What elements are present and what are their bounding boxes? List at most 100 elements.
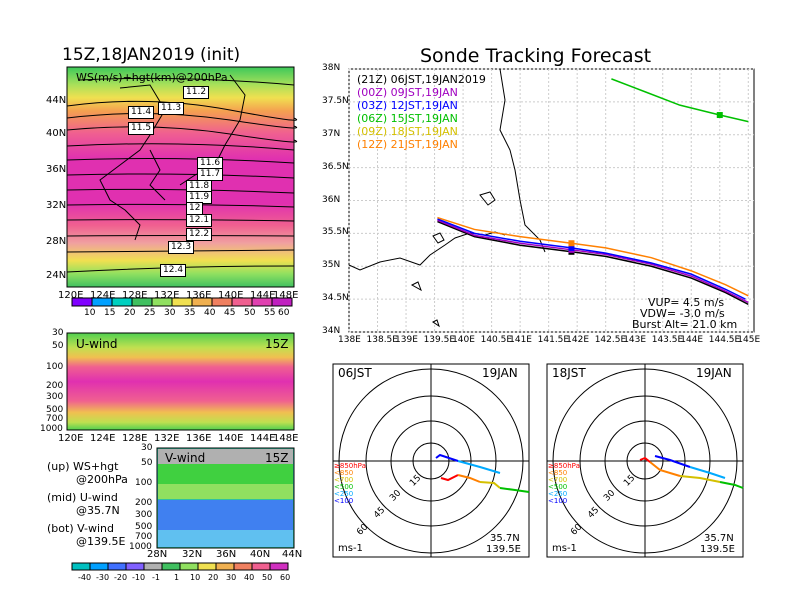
- uwind-x-tick: 120E: [58, 433, 84, 444]
- uwind-section: [66, 332, 295, 431]
- contour-label: 12.1: [186, 214, 213, 227]
- track-series-line: [437, 219, 749, 304]
- vwind-section: [156, 447, 295, 549]
- colorbar-tick: 20: [208, 573, 219, 582]
- vwind-x-tick: 32N: [182, 549, 203, 560]
- track-series-line: [437, 216, 749, 297]
- note-line: (bot) V-wind: [47, 522, 114, 535]
- hodo2-level: <500: [548, 483, 568, 491]
- colorbar-tick: 60: [278, 308, 290, 318]
- track-series-line: [611, 78, 749, 123]
- contour-label: 12.4: [160, 264, 187, 277]
- vwind-time: 15Z: [265, 451, 289, 465]
- vwind-y-tick: 500: [135, 522, 153, 532]
- track-y-tick: 37N: [322, 128, 341, 139]
- vwind-y-tick: 300: [135, 510, 153, 520]
- track-x-tick: 143.5E: [651, 335, 684, 345]
- uwind-x-tick: 132E: [154, 433, 180, 444]
- left-title: 15Z,18JAN2019 (init): [62, 45, 241, 65]
- track-x-tick: 138E: [338, 335, 361, 345]
- uwind-y-tick: 500: [46, 405, 64, 415]
- map-label: WS(m/s)+hgt(km)@200hPa: [76, 71, 228, 84]
- vwind-x-tick: 40N: [250, 549, 271, 560]
- hodo2-date: 19JAN: [696, 366, 732, 380]
- colorbar-tick: -30: [96, 573, 110, 582]
- hodo2-level: ≥850hPa: [548, 462, 580, 470]
- colorbar-tick: 10: [84, 308, 96, 318]
- uwind-y-tick: 50: [52, 341, 64, 351]
- map-lon-tick: 128E: [122, 290, 148, 301]
- colorbar-tick: 15: [104, 308, 116, 318]
- contour-label: 11.3: [158, 102, 185, 115]
- colorbar-tick: 20: [124, 308, 136, 318]
- track-x-tick: 138.5E: [366, 335, 398, 345]
- map-lat-tick: 36N: [46, 164, 67, 175]
- contour-label: 11.5: [128, 122, 155, 135]
- legend-item: (09Z) 18JST,19JAN: [357, 125, 458, 138]
- track-x-tick: 144.5E: [708, 335, 741, 345]
- note-line: (mid) U-wind: [47, 491, 118, 504]
- hodograph-2: [546, 363, 744, 558]
- track-grid: [348, 68, 754, 333]
- hodo1-level: <500: [334, 483, 354, 491]
- contour-label: 12.3: [168, 241, 195, 254]
- hodo2-level: <250: [548, 490, 568, 498]
- colorbar-tick: -1: [152, 573, 160, 582]
- map-lat-tick: 40N: [46, 128, 67, 139]
- colorbar-tick: -10: [132, 573, 146, 582]
- track-y-tick: 34N: [322, 326, 341, 336]
- map-lon-tick: 124E: [90, 290, 116, 301]
- track-marker: [716, 112, 723, 119]
- map-lon-tick: 144E: [250, 290, 276, 301]
- track-x-tick: 144E: [680, 335, 704, 345]
- uwind-y-tick: 200: [46, 381, 64, 391]
- track-x-tick: 140E: [452, 335, 475, 345]
- vwind-x-tick: 28N: [147, 549, 168, 560]
- uwind-x-tick: 148E: [273, 433, 299, 444]
- colorbar-tick: 50: [244, 308, 256, 318]
- track-y-tick: 35.5N: [322, 227, 349, 238]
- hodo1-level: <700: [334, 476, 354, 484]
- uwind-y-tick: 700: [46, 414, 64, 424]
- hodo2-level: <100: [548, 497, 568, 505]
- wind-map: [66, 66, 298, 288]
- uwind-y-tick: 100: [46, 362, 64, 372]
- legend-item: (12Z) 21JST,19JAN: [357, 138, 458, 151]
- map-lat-tick: 28N: [46, 236, 67, 247]
- track-marker: [568, 240, 575, 247]
- colorbar-top: [71, 297, 293, 307]
- track-x-tick: 141E: [509, 335, 532, 345]
- uwind-x-tick: 140E: [218, 433, 244, 444]
- hodo1-time: 06JST: [338, 366, 372, 380]
- colorbar-tick: 40: [244, 573, 255, 582]
- colorbar-tick: 30: [226, 573, 237, 582]
- hodo2-unit: ms-1: [552, 543, 577, 554]
- track-marker: [568, 244, 575, 251]
- hodograph-1: [332, 363, 530, 558]
- track-y-tick: 35N: [322, 260, 341, 271]
- legend-item: (21Z) 06JST,19JAN2019: [357, 73, 486, 86]
- track-y-tick: 38N: [322, 63, 341, 73]
- vwind-y-tick: 100: [135, 478, 153, 488]
- track-lines: [437, 78, 749, 306]
- track-y-tick: 36.5N: [322, 161, 349, 172]
- track-y-tick: 34.5N: [322, 293, 349, 304]
- track-x-tick: 143E: [623, 335, 647, 345]
- hodo1-level: <850: [334, 469, 354, 477]
- vwind-y-tick: 30: [141, 443, 153, 453]
- vwind-y-tick: 1000: [129, 542, 152, 552]
- vwind-x-tick: 36N: [216, 549, 237, 560]
- map-lon-tick: 140E: [218, 290, 244, 301]
- coastline: [348, 68, 546, 328]
- vwind-y-tick: 700: [135, 532, 153, 542]
- colorbar-tick: 50: [262, 573, 273, 582]
- hodo1-lat: 35.7N: [490, 533, 520, 544]
- map-lat-tick: 24N: [46, 270, 67, 281]
- hodo2-time: 18JST: [552, 366, 586, 380]
- track-series-line: [437, 220, 749, 306]
- map-lon-tick: 120E: [58, 290, 84, 301]
- hodo2-lat: 35.7N: [704, 533, 734, 544]
